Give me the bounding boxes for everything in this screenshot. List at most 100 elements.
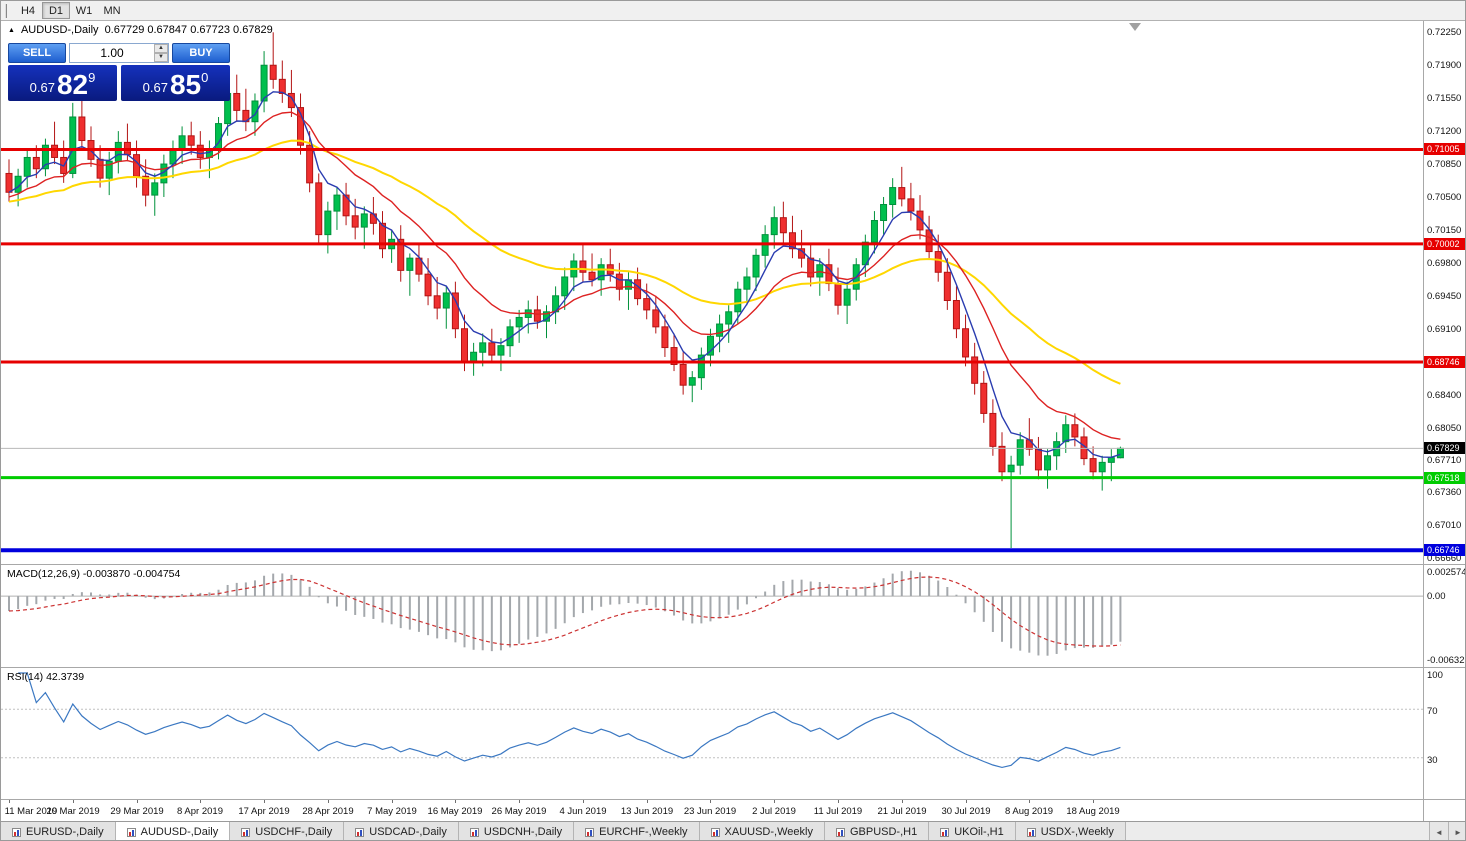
- chart-tab[interactable]: AUDUSD-,Daily: [115, 822, 231, 840]
- buy-price-display[interactable]: 0.67 85 0: [121, 65, 230, 101]
- bid-price-tag: 0.67829: [1424, 442, 1465, 455]
- chart-tab-label: AUDUSD-,Daily: [140, 826, 219, 838]
- price-tick: 0.69800: [1427, 257, 1462, 269]
- date-label: 16 May 2019: [427, 806, 483, 817]
- date-label: 18 Aug 2019: [1066, 806, 1120, 817]
- chart-tab[interactable]: USDCAD-,Daily: [344, 822, 459, 840]
- price-tick: 0.70150: [1427, 224, 1462, 236]
- price-tick: 0.72250: [1427, 27, 1462, 39]
- date-tick: [73, 800, 74, 803]
- date-label: 7 May 2019: [367, 806, 417, 817]
- timeframe-d1-button[interactable]: D1: [42, 2, 70, 19]
- chart-symbol-label: AUDUSD-,Daily: [20, 24, 99, 36]
- date-label: 11 Jul 2019: [813, 806, 863, 817]
- toolbar-grip[interactable]: [5, 3, 9, 18]
- date-label: 4 Jun 2019: [559, 806, 607, 817]
- date-label: 8 Apr 2019: [177, 806, 223, 817]
- tab-scroll-controls: ◄ ►: [1429, 822, 1465, 840]
- date-tick: [392, 800, 393, 803]
- chart-tab[interactable]: EURCHF-,Weekly: [574, 822, 700, 840]
- macd-tick: -0.006326: [1427, 655, 1466, 666]
- symbol-marker-icon: ▲: [8, 26, 15, 34]
- date-tick: [838, 800, 839, 803]
- chart-tab-label: GBPUSD-,H1: [849, 826, 918, 838]
- chart-tab-icon: [940, 827, 950, 837]
- volume-stepper[interactable]: 1.00 ▲ ▼: [69, 43, 169, 63]
- chart-tab-icon: [241, 827, 251, 837]
- date-tick: [137, 800, 138, 803]
- volume-up-button[interactable]: ▲: [154, 44, 168, 53]
- date-label: 26 May 2019: [491, 806, 547, 817]
- price-tick: 0.67010: [1427, 520, 1462, 532]
- chart-tab-label: USDCNH-,Daily: [483, 826, 563, 838]
- level-price-tag: 0.68746: [1424, 356, 1465, 369]
- timeframe-h4-button[interactable]: H4: [14, 2, 42, 19]
- macd-tick: 0.00: [1427, 591, 1446, 603]
- macd-tick: 0.002574: [1427, 567, 1466, 578]
- tabs-scroll-right-button[interactable]: ►: [1448, 822, 1465, 840]
- timeframe-mn-button[interactable]: MN: [98, 2, 126, 19]
- panel-separator[interactable]: [1, 564, 1465, 565]
- price-tick: 0.67710: [1427, 454, 1462, 466]
- date-tick: [328, 800, 329, 803]
- sell-price-display[interactable]: 0.67 82 9: [8, 65, 117, 101]
- chart-tab[interactable]: USDCHF-,Daily: [230, 822, 345, 840]
- date-tick: [583, 800, 584, 803]
- volume-down-button[interactable]: ▼: [154, 53, 168, 62]
- timeframe-w1-button[interactable]: W1: [70, 2, 98, 19]
- chart-ohlc-values: 0.67729 0.67847 0.67723 0.67829: [104, 24, 273, 36]
- date-label: 23 Jun 2019: [683, 806, 737, 817]
- date-axis[interactable]: 11 Mar 2019 20 Mar 2019 29 Mar 2019 8 Apr 2…: [1, 800, 1423, 821]
- level-price-tag: 0.66746: [1424, 544, 1465, 557]
- panel-separator[interactable]: [1, 667, 1465, 668]
- chart-tab-icon: [835, 827, 845, 837]
- one-click-trading-panel: SELL 1.00 ▲ ▼ BUY 0.67 82 9 0.67: [8, 43, 230, 101]
- date-label: 20 Mar 2019: [46, 806, 100, 817]
- price-tick: 0.69450: [1427, 290, 1462, 302]
- chart-tab[interactable]: USDX-,Weekly: [1015, 822, 1126, 840]
- chart-tab[interactable]: XAUUSD-,Weekly: [699, 822, 825, 840]
- buy-price-big-digits: 85: [169, 69, 202, 100]
- date-label: 11 Mar 2019: [4, 806, 58, 817]
- buy-price-prefix: 0.67: [142, 80, 168, 95]
- macd-indicator-canvas[interactable]: [1, 565, 1423, 667]
- date-axis-separator: [1, 799, 1465, 800]
- price-chart-canvas[interactable]: [1, 21, 1423, 564]
- buy-button[interactable]: BUY: [172, 43, 230, 63]
- price-tick: 0.71200: [1427, 126, 1462, 138]
- price-tick: 0.67360: [1427, 487, 1462, 499]
- chart-tab-label: USDCAD-,Daily: [369, 826, 447, 838]
- chart-tab[interactable]: EURUSD-,Daily: [1, 822, 116, 840]
- tabs-scroll-left-button[interactable]: ◄: [1429, 822, 1448, 840]
- chart-tab-label: EURCHF-,Weekly: [599, 826, 688, 838]
- date-tick: [710, 800, 711, 803]
- rsi-indicator-canvas[interactable]: [1, 668, 1423, 799]
- date-label: 2 Jul 2019: [752, 806, 796, 817]
- sell-price-prefix: 0.67: [29, 80, 55, 95]
- sell-button[interactable]: SELL: [8, 43, 66, 63]
- date-label: 17 Apr 2019: [238, 806, 290, 817]
- date-tick: [455, 800, 456, 803]
- date-label: 30 Jul 2019: [941, 806, 991, 817]
- chart-tab-icon: [126, 827, 136, 837]
- chart-tab-icon: [585, 827, 595, 837]
- chart-tab-icon: [12, 827, 21, 837]
- date-label: 8 Aug 2019: [1004, 806, 1054, 817]
- price-tick: 0.71550: [1427, 93, 1462, 105]
- macd-indicator-label: MACD(12,26,9) -0.003870 -0.004754: [7, 568, 181, 580]
- chart-window: 11 Mar 2019 20 Mar 2019 29 Mar 2019 8 Apr 2…: [1, 21, 1466, 821]
- price-tick: 0.70850: [1427, 159, 1462, 171]
- volume-input[interactable]: 1.00: [100, 46, 124, 60]
- chart-shift-marker-icon[interactable]: [1129, 23, 1141, 31]
- chart-tab[interactable]: GBPUSD-,H1: [824, 822, 930, 840]
- chart-tab[interactable]: UKOil-,H1: [929, 822, 1016, 840]
- buy-price-pipette: 0: [201, 70, 209, 85]
- chart-tab[interactable]: USDCNH-,Daily: [458, 822, 575, 840]
- price-tick: 0.66660: [1427, 553, 1462, 565]
- date-tick: [647, 800, 648, 803]
- chart-tab-icon: [355, 827, 365, 837]
- timeframe-toolbar: H4 D1 W1 MN: [1, 1, 1465, 21]
- date-tick: [966, 800, 967, 803]
- chart-tab-icon: [1026, 827, 1036, 837]
